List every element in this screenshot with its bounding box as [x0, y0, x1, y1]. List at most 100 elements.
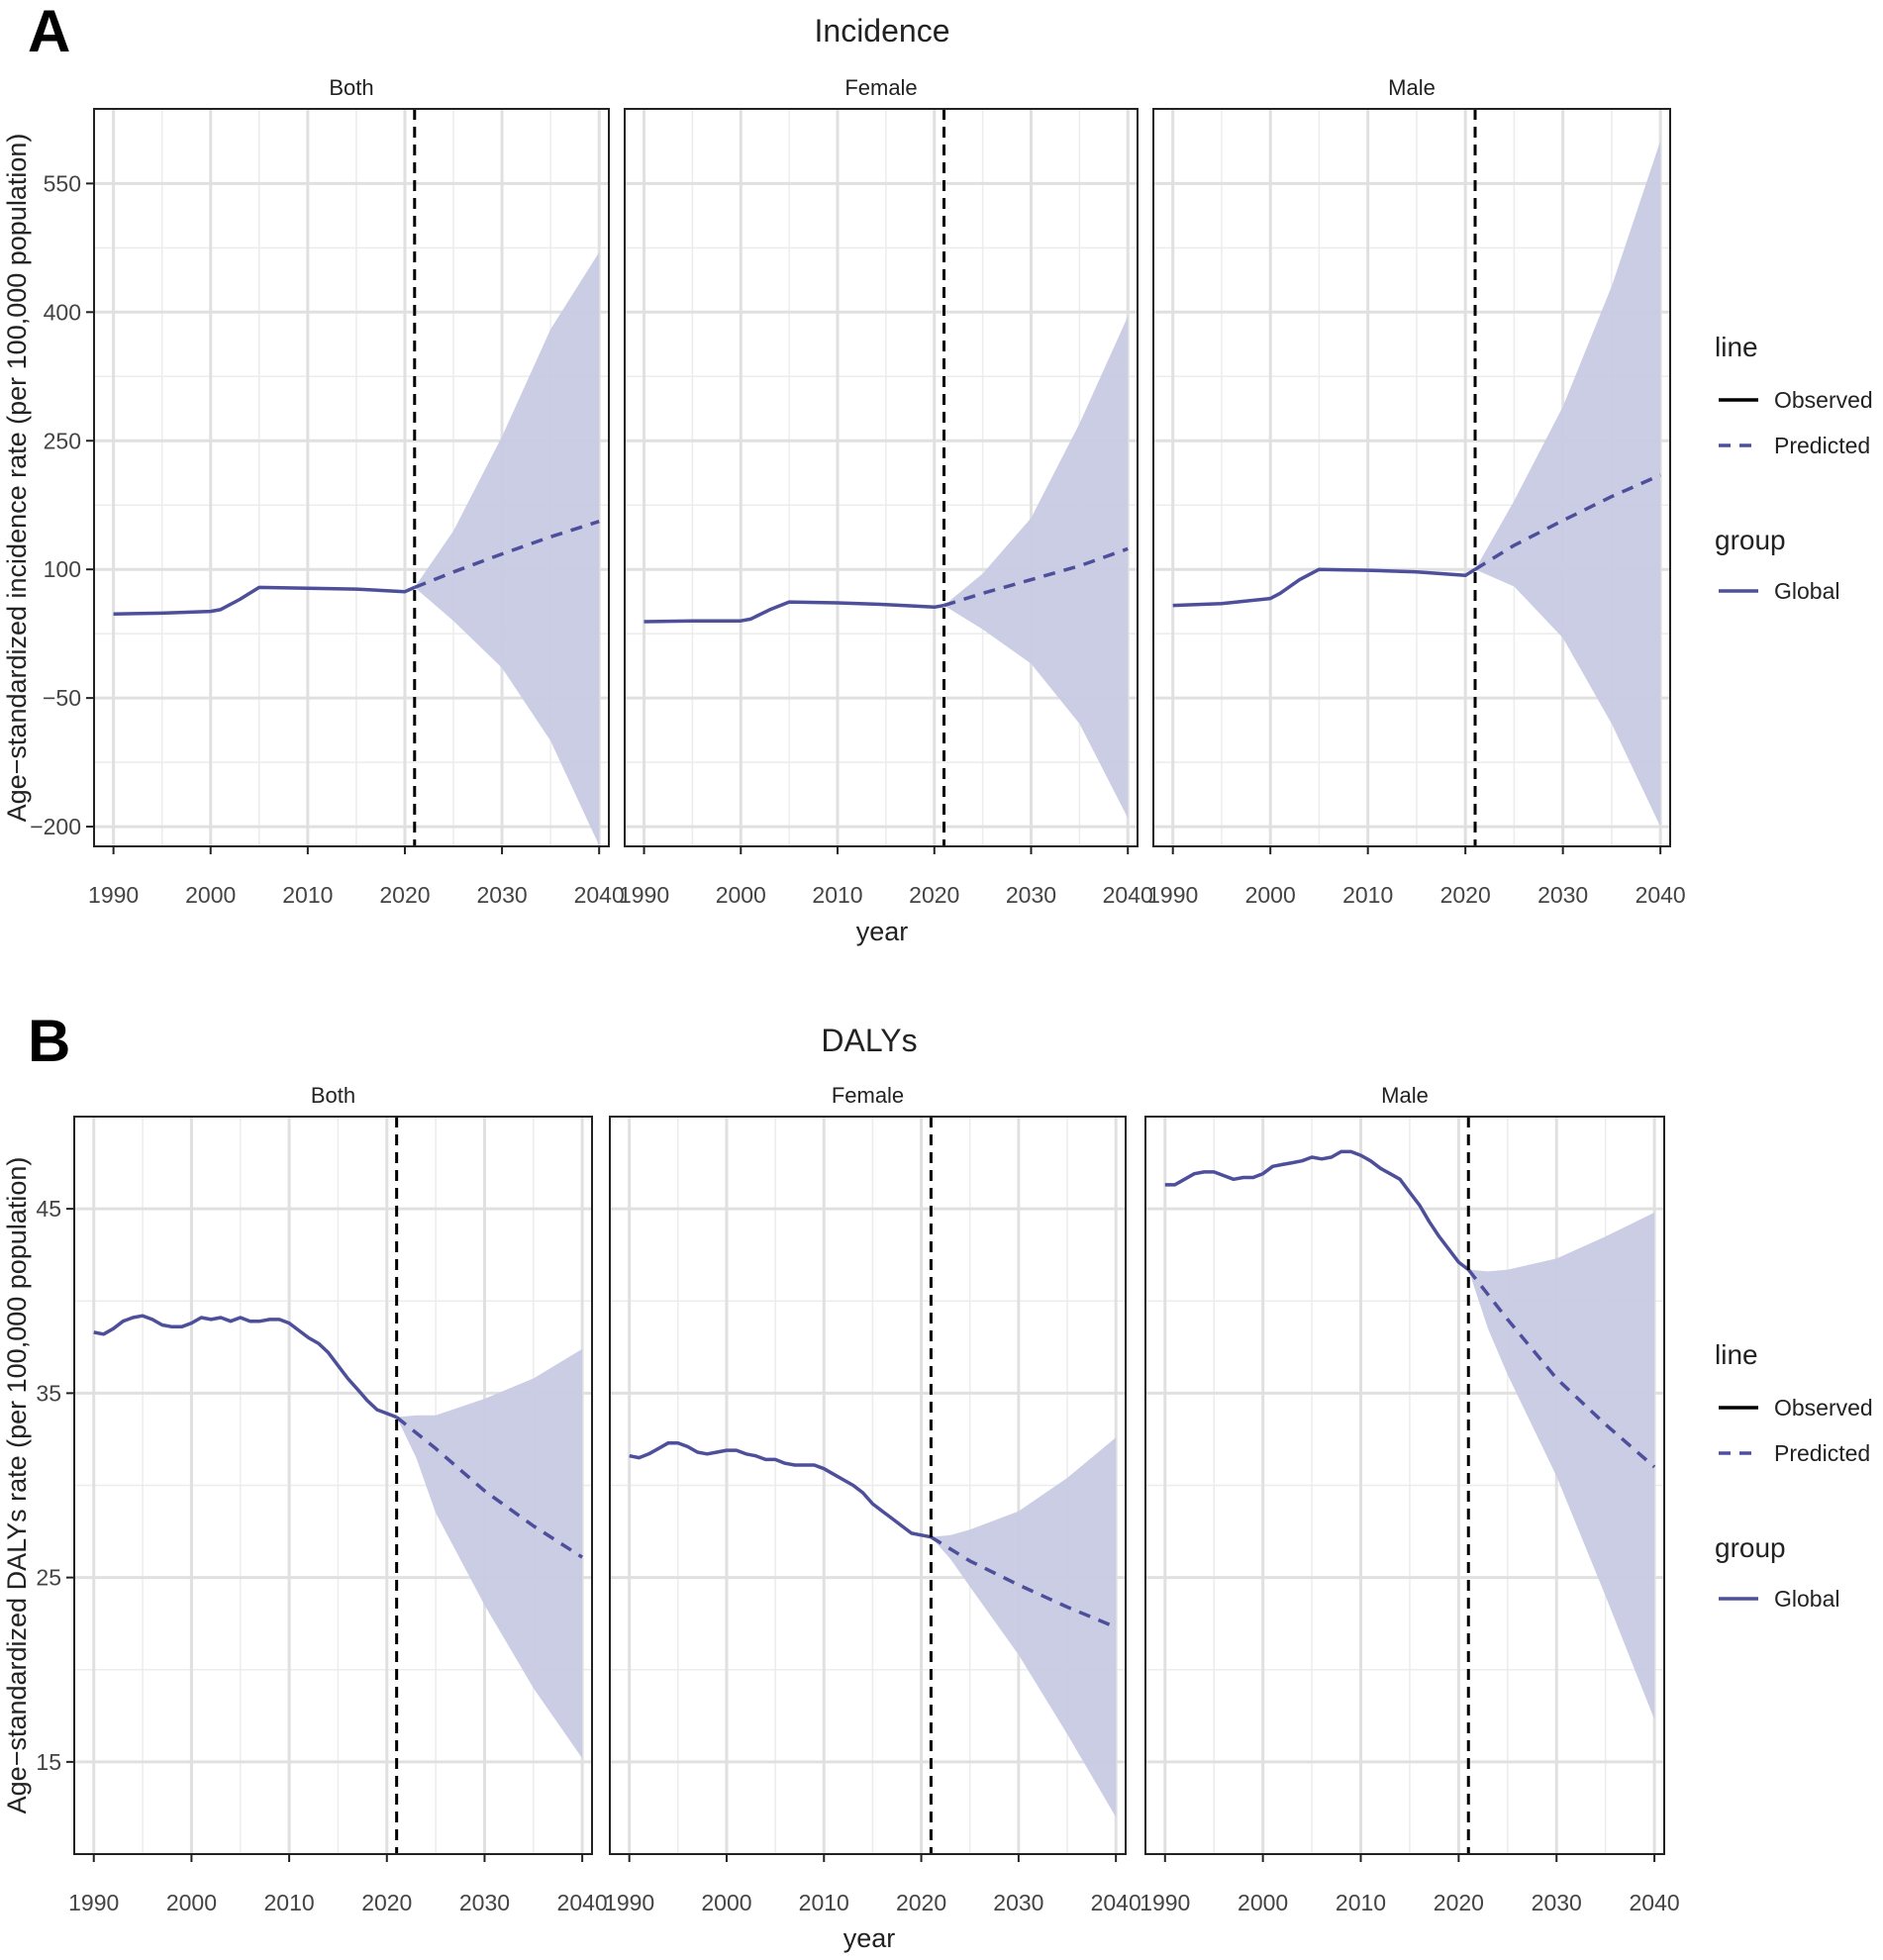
x-tick-label: 1990 [1147, 882, 1198, 908]
x-tick-label: 2030 [1006, 882, 1056, 908]
series-line-predicted [1474, 473, 1661, 571]
y-tick-label: 100 [44, 556, 81, 582]
x-tick-label: 2010 [812, 882, 862, 908]
x-tick-label: 2040 [557, 1890, 608, 1915]
x-tick-label: 2020 [1434, 1890, 1484, 1915]
y-tick-label: 550 [44, 170, 81, 196]
confidence-band [931, 1437, 1117, 1817]
legend-entry: Predicted [1774, 1440, 1870, 1466]
series-line-observed [93, 1314, 398, 1420]
x-tick-label: 2000 [185, 882, 236, 908]
y-axis-label: Age−standardized incidence rate (per 100… [2, 134, 32, 823]
x-tick-label: 2040 [1635, 882, 1686, 908]
y-tick-label: 400 [44, 299, 81, 325]
series-line-predicted [930, 1535, 1117, 1629]
y-tick-label: 35 [36, 1380, 61, 1406]
legend: line Observed Predicted group Global [1715, 332, 1873, 604]
x-tick-label: 2030 [1537, 882, 1588, 908]
facet-female: Female 1990 2000 2010 2020 2030 2040 [619, 75, 1153, 908]
chart-panel-a: A Incidence Age−standardized incidence rat… [2, 0, 1873, 946]
y-tick-label: 45 [36, 1196, 61, 1222]
x-tick-label: 2010 [1336, 1890, 1386, 1915]
chart-panel-b: B DALYs Age−standardized DALYs rate (per 1… [2, 1008, 1873, 1953]
legend-title-line: line [1715, 1339, 1758, 1370]
x-tick-label: 2030 [993, 1890, 1043, 1915]
facet-label: Both [329, 75, 373, 100]
facet-male: Male 1990 2000 2010 2020 2030 2040 [1140, 1083, 1680, 1915]
x-tick-label: 1990 [68, 1890, 119, 1915]
x-tick-label: 2000 [716, 882, 766, 908]
confidence-band [396, 1348, 583, 1759]
x-tick-label: 2010 [282, 882, 333, 908]
x-axis-label: year [856, 917, 909, 946]
facet-label: Female [844, 75, 917, 100]
facet-female: Female 1990 2000 2010 2020 2030 2040 [604, 1083, 1141, 1915]
x-tick-label: 2000 [701, 1890, 751, 1915]
facet-label: Male [1381, 1083, 1429, 1108]
x-tick-label: 2040 [1103, 882, 1153, 908]
facet-frame [609, 1116, 1127, 1855]
x-tick-label: 1990 [604, 1890, 654, 1915]
x-tick-label: 1990 [1140, 1890, 1190, 1915]
facet-frame [1144, 1116, 1665, 1855]
confidence-band [943, 316, 1129, 819]
series-line-observed [1172, 567, 1476, 608]
x-axis-label: year [843, 1923, 896, 1953]
legend: line Observed Predicted group Global [1715, 1339, 1873, 1612]
y-tick-label: 15 [36, 1749, 61, 1775]
x-tick-label: 2030 [476, 882, 527, 908]
series-line-observed [1164, 1149, 1470, 1271]
y-tick-label: 250 [44, 428, 81, 453]
x-tick-label: 2000 [1238, 1890, 1288, 1915]
facet-both: Both 1990 2000 2010 2020 2030 2040 15 25 35 45 [36, 1083, 607, 1915]
series-line-predicted [414, 520, 600, 590]
chart-title: DALYs [821, 1023, 917, 1058]
x-tick-label: 2030 [1532, 1890, 1582, 1915]
series-line-predicted [395, 1416, 584, 1559]
x-tick-label: 2020 [361, 1890, 412, 1915]
x-tick-label: 2040 [1630, 1890, 1680, 1915]
y-tick-label: −200 [30, 814, 81, 839]
legend-entry: Global [1774, 1586, 1839, 1612]
chart-title: Incidence [815, 13, 950, 49]
confidence-band [414, 251, 600, 846]
facet-both: Both 1990 2000 2010 2020 2030 2040 −200 −50 100 25… [30, 75, 625, 908]
x-tick-label: 2000 [1245, 882, 1296, 908]
x-tick-label: 2040 [1091, 1890, 1141, 1915]
x-tick-label: 2010 [264, 1890, 315, 1915]
legend-title-group: group [1715, 525, 1786, 555]
series-line-observed [113, 585, 416, 616]
panel-letter: B [28, 1008, 70, 1074]
facet-male: Male 1990 2000 2010 2020 2030 2040 [1147, 75, 1686, 908]
x-tick-label: 2020 [896, 1890, 946, 1915]
facet-label: Both [311, 1083, 355, 1108]
x-tick-label: 2020 [379, 882, 430, 908]
legend-entry: Predicted [1774, 433, 1870, 458]
legend-entry: Observed [1774, 1395, 1873, 1421]
y-axis-label: Age−standardized DALYs rate (per 100,000… [2, 1157, 32, 1814]
x-tick-label: 2030 [459, 1890, 510, 1915]
legend-title-group: group [1715, 1532, 1786, 1563]
panel-letter: A [28, 0, 70, 64]
facet-label: Male [1388, 75, 1436, 100]
legend-entry: Global [1774, 578, 1839, 604]
x-tick-label: 2010 [1342, 882, 1393, 908]
series-line-predicted [1466, 1268, 1656, 1469]
series-line-observed [644, 600, 944, 624]
confidence-band [1468, 1212, 1655, 1719]
x-tick-label: 2010 [799, 1890, 849, 1915]
x-tick-label: 2040 [574, 882, 625, 908]
facet-frame [73, 1116, 593, 1855]
facet-label: Female [832, 1083, 904, 1108]
x-tick-label: 2000 [166, 1890, 217, 1915]
x-tick-label: 1990 [619, 882, 669, 908]
series-line-observed [629, 1440, 932, 1539]
confidence-band [1475, 141, 1661, 828]
series-line-predicted [942, 546, 1129, 608]
x-tick-label: 2020 [909, 882, 959, 908]
facet-frame [93, 108, 610, 847]
facet-frame [624, 108, 1139, 847]
x-tick-label: 2020 [1440, 882, 1491, 908]
y-tick-label: −50 [43, 685, 81, 711]
